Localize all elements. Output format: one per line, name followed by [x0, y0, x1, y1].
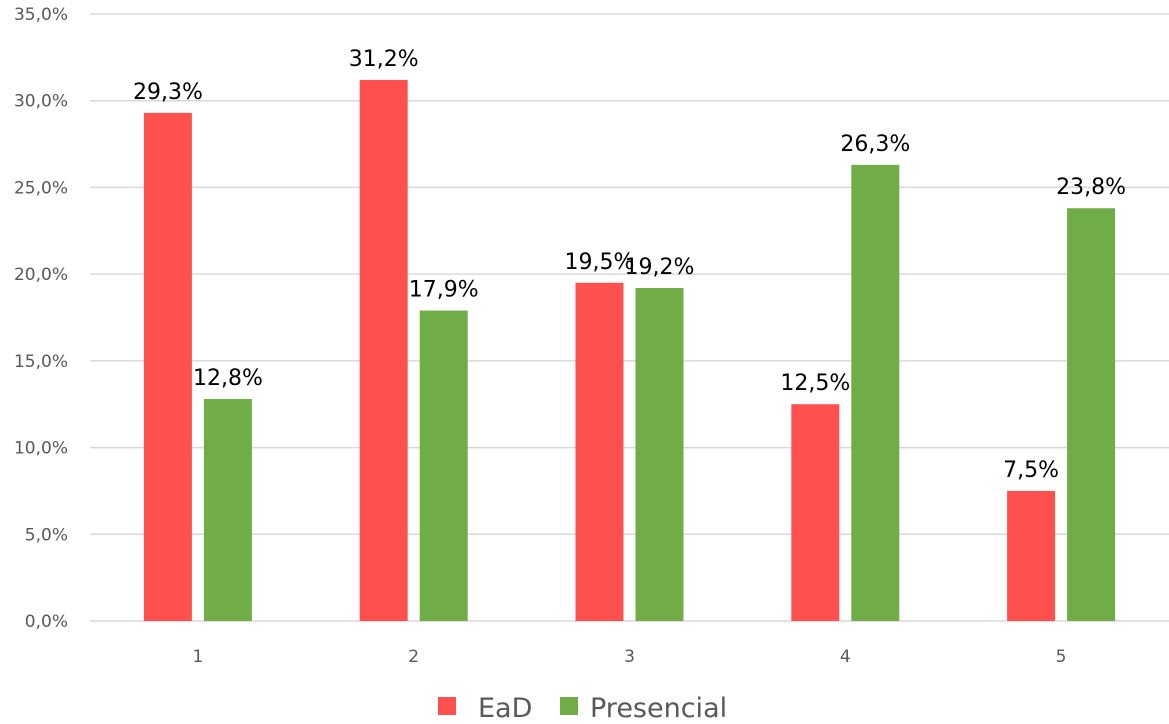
data-label: 12,8% — [193, 366, 263, 391]
gridlines — [90, 13, 1169, 622]
data-label: 19,2% — [625, 255, 695, 280]
bar-ead-2 — [359, 79, 408, 622]
data-label: 7,5% — [1003, 458, 1059, 483]
bar-ead-5 — [1007, 490, 1056, 621]
y-tick-label: 10,0% — [14, 439, 68, 459]
data-labels: 29,3% 12,8% 31,2% 17,9% 19,5%19,2% 12,5% 26,3%… — [133, 47, 1126, 483]
x-category-label: 2 — [408, 647, 419, 667]
data-label: 29,3% — [133, 80, 203, 105]
data-label: 17,9% — [409, 278, 479, 303]
bar-ead-3 — [575, 282, 624, 621]
y-tick-label: 30,0% — [14, 92, 68, 112]
x-category-label: 3 — [624, 647, 635, 667]
y-tick-label: 0,0% — [25, 612, 68, 632]
bar-presencial-5 — [1067, 208, 1116, 622]
legend-swatch-presencial — [560, 697, 578, 715]
y-tick-label: 20,0% — [14, 265, 68, 285]
y-tick-label: 25,0% — [14, 178, 68, 198]
legend: EaD Presencial — [438, 693, 727, 724]
y-tick-label: 35,0% — [14, 5, 68, 25]
x-category-label: 4 — [840, 647, 851, 667]
y-tick-label: 15,0% — [14, 352, 68, 372]
bars — [143, 79, 1116, 622]
y-tick-label: 5,0% — [25, 525, 68, 545]
x-category-label: 5 — [1056, 647, 1067, 667]
data-label: 12,5% — [780, 371, 850, 396]
bar-ead-4 — [791, 404, 840, 621]
data-label: 31,2% — [349, 47, 419, 72]
legend-label: Presencial — [590, 693, 727, 724]
bar-presencial-1 — [203, 399, 252, 621]
legend-swatch-ead — [438, 697, 456, 715]
data-label: 23,8% — [1056, 175, 1126, 200]
bar-presencial-4 — [851, 164, 900, 621]
x-axis-category-labels: 1 2 3 4 5 — [192, 647, 1066, 667]
data-label: 19,5% — [565, 250, 635, 275]
bar-ead-1 — [143, 112, 192, 622]
y-axis-tick-labels: 0,0% 5,0% 10,0% 15,0% 20,0% 25,0% 30,0% 35,0% — [14, 5, 68, 632]
bar-presencial-3 — [635, 288, 684, 621]
legend-label: EaD — [478, 693, 532, 724]
data-label: 26,3% — [840, 132, 910, 157]
bar-presencial-2 — [419, 310, 468, 621]
x-category-label: 1 — [192, 647, 203, 667]
